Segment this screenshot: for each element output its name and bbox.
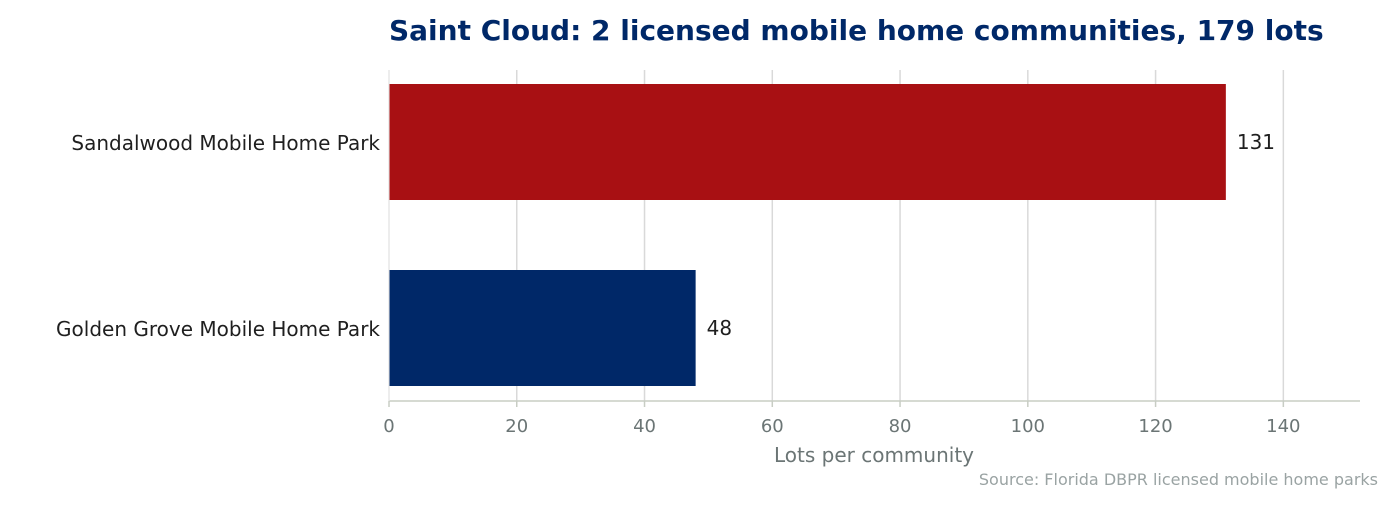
x-tick-label-120: 120 [1138, 416, 1172, 437]
source-note: Source: Florida DBPR licensed mobile hom… [979, 470, 1378, 489]
bars [389, 84, 1226, 386]
bar-2 [389, 270, 696, 386]
labels: Sandalwood Mobile Home Park 131 Golden Gro… [56, 130, 1275, 341]
x-tick-label-20: 20 [505, 416, 528, 437]
x-tick-label-100: 100 [1011, 416, 1045, 437]
x-tick-label-80: 80 [889, 416, 912, 437]
x-tick-label-40: 40 [633, 416, 656, 437]
category-label-1: Sandalwood Mobile Home Park [71, 131, 380, 155]
chart-title: Saint Cloud: 2 licensed mobile home comm… [389, 14, 1324, 47]
value-label-1: 131 [1237, 130, 1275, 154]
x-axis-title: Lots per community [774, 443, 974, 467]
x-tick-label-0: 0 [383, 416, 394, 437]
x-tick-label-60: 60 [761, 416, 784, 437]
x-tick-label-140: 140 [1266, 416, 1300, 437]
x-axis: 0 20 40 60 80 100 120 140 [383, 70, 1360, 437]
bar-1 [389, 84, 1226, 200]
category-label-2: Golden Grove Mobile Home Park [56, 317, 380, 341]
value-label-2: 48 [707, 316, 732, 340]
